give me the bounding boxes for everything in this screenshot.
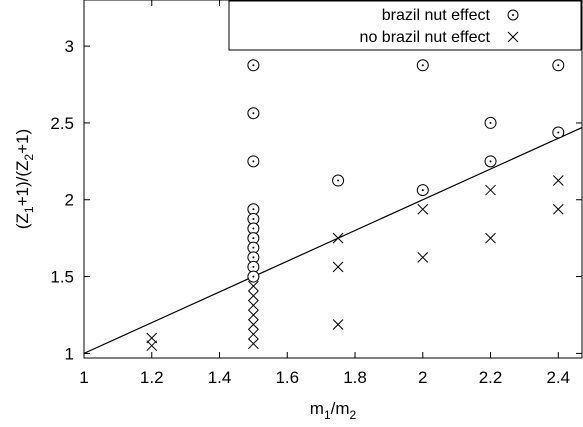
x-tick-label: 2 [418, 368, 427, 387]
x-axis-label: m1/m2 [310, 399, 357, 422]
tick-labels: 1 1.2 1.4 1.6 1.8 2 2.2 2.4 1 1.5 2 2.5 3 [50, 37, 570, 387]
y-tick-label: 1 [65, 344, 74, 363]
legend-marker-circle-dot [507, 9, 519, 21]
x-tick-label: 2.2 [479, 368, 503, 387]
x-label-sub1: 1 [324, 408, 331, 422]
legend-label-no-brazil: no brazil nut effect [360, 29, 491, 46]
no-brazil-nut-point [248, 280, 259, 292]
x-label-sub2: 2 [350, 408, 357, 422]
brazil-nut-point [247, 59, 260, 72]
brazil-nut-point [332, 174, 345, 187]
y-label-part3: +1) [13, 129, 32, 154]
legend-label-brazil: brazil nut effect [382, 7, 491, 24]
no-brazil-nut-point [248, 309, 259, 321]
no-brazil-nut-point [146, 332, 158, 344]
no-brazil-nut-point [248, 338, 259, 350]
no-brazil-nut-point [417, 252, 429, 263]
brazil-nut-point [484, 155, 497, 168]
y-tick-label: 2.5 [50, 114, 74, 133]
brazil-nut-point [247, 212, 260, 225]
legend-box [228, 0, 582, 51]
brazil-nut-point [247, 107, 260, 120]
x-tick-label: 1 [79, 368, 88, 387]
legend-marker-x [507, 31, 519, 43]
y-tick-label: 2 [65, 191, 74, 210]
no-brazil-nut-point [332, 232, 344, 244]
brazil-nut-point [247, 270, 260, 283]
y-axis-label: (Z1+1)/(Z2+1) [13, 129, 36, 229]
y-label-part1: (Z [13, 213, 32, 229]
reference-line-group [83, 126, 583, 354]
brazil-nut-point [416, 184, 429, 197]
no-brazil-nut-point [552, 203, 564, 215]
brazil-nut-point [484, 116, 497, 129]
y-tick-label: 1.5 [50, 268, 74, 287]
no-brazil-nut-point [248, 299, 259, 311]
y-label-sub2: 2 [22, 154, 36, 161]
y-tick-label: 3 [65, 37, 74, 56]
no-brazil-nut-point [485, 232, 496, 244]
data-markers [146, 59, 565, 352]
x-tick-label: 1.2 [140, 368, 164, 387]
no-brazil-nut-point [485, 184, 496, 196]
no-brazil-nut-point [146, 340, 158, 352]
x-tick-label: 1.4 [208, 368, 232, 387]
brazil-nut-point [416, 59, 429, 72]
x-tick-label: 1.8 [343, 368, 367, 387]
y-label-part2: +1)/(Z [13, 161, 32, 207]
x-label-base: m [310, 399, 324, 418]
y-label-sub1: 1 [22, 206, 36, 213]
no-brazil-nut-point [552, 175, 564, 186]
brazil-nut-point [552, 59, 565, 72]
no-brazil-nut-point [417, 203, 429, 215]
reference-line [83, 126, 583, 354]
no-brazil-nut-point [248, 328, 259, 340]
brazil-nut-point [247, 155, 260, 168]
x-tick-label: 1.6 [275, 368, 299, 387]
x-label-sep: /m [331, 399, 350, 418]
no-brazil-nut-point [332, 319, 344, 330]
no-brazil-nut-point [332, 261, 344, 273]
no-brazil-nut-point [248, 290, 259, 302]
x-tick-label: 2.4 [546, 368, 570, 387]
brazil-nut-point [552, 126, 565, 139]
legend: brazil nut effect no brazil nut effect [228, 0, 582, 51]
no-brazil-nut-point [248, 319, 259, 330]
